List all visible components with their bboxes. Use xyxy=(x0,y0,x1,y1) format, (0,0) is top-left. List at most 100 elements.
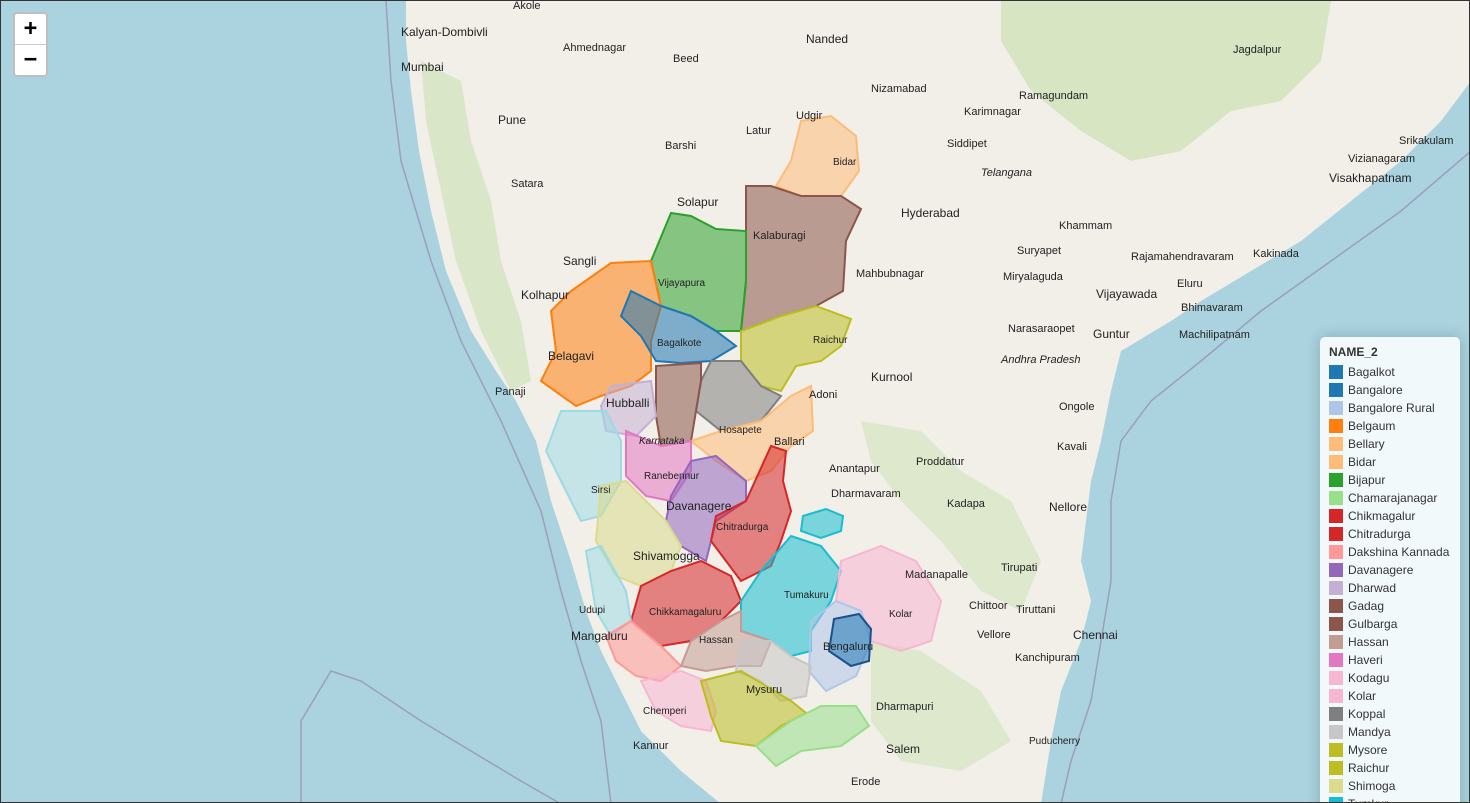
label-andhra: Andhra Pradesh xyxy=(1000,354,1081,366)
label-barshi: Barshi xyxy=(665,140,696,152)
legend-item: Hassan xyxy=(1329,633,1451,651)
legend-item: Bagalkot xyxy=(1329,363,1451,381)
forest-area xyxy=(861,421,1041,611)
legend-swatch xyxy=(1329,581,1343,595)
label-hyderabad: Hyderabad xyxy=(901,206,960,220)
legend-label: Koppal xyxy=(1348,707,1386,721)
legend-label: Dakshina Kannada xyxy=(1348,545,1450,559)
legend-item: Gadag xyxy=(1329,597,1451,615)
legend-swatch xyxy=(1329,761,1343,775)
map-labels: Akole Kalyan-Dombivli Mumbai Ahmednagar … xyxy=(401,1,1453,788)
legend-swatch xyxy=(1329,671,1343,685)
legend-swatch xyxy=(1329,617,1343,631)
label-vellore: Vellore xyxy=(977,629,1011,641)
legend-swatch xyxy=(1329,707,1343,721)
legend-swatch xyxy=(1329,383,1343,397)
district-chamarajanagar[interactable] xyxy=(754,705,871,768)
label-nellore: Nellore xyxy=(1049,500,1087,514)
zoom-control: + − xyxy=(13,12,48,77)
label-bhimavaram: Bhimavaram xyxy=(1181,302,1243,314)
label-kalaburagi: Kalaburagi xyxy=(753,230,806,242)
label-tumakuru: Tumakuru xyxy=(784,590,829,601)
legend-swatch xyxy=(1329,401,1343,415)
legend-swatch xyxy=(1329,725,1343,739)
legend-item: Bangalore xyxy=(1329,381,1451,399)
label-khammam: Khammam xyxy=(1059,220,1112,232)
label-eluru: Eluru xyxy=(1177,278,1203,290)
district-tumkur[interactable] xyxy=(740,534,843,658)
legend-label: Tumkur xyxy=(1348,797,1388,802)
label-udupi: Udupi xyxy=(579,605,605,616)
label-latur: Latur xyxy=(746,125,771,137)
legend-label: Bidar xyxy=(1348,455,1377,469)
label-nanded: Nanded xyxy=(806,32,848,46)
label-raichur: Raichur xyxy=(813,335,848,346)
label-pune: Pune xyxy=(498,113,526,127)
label-siddipet: Siddipet xyxy=(947,138,987,150)
legend-swatch xyxy=(1329,365,1343,379)
label-erode: Erode xyxy=(851,776,880,788)
label-udgir: Udgir xyxy=(796,110,823,122)
legend-label: Bellary xyxy=(1348,437,1385,451)
label-sangli: Sangli xyxy=(563,254,596,268)
label-ballari: Ballari xyxy=(774,436,805,448)
legend-item: Chitradurga xyxy=(1329,525,1451,543)
forest-area xyxy=(871,641,1011,771)
district-polygons xyxy=(539,114,943,768)
district-bangalore[interactable] xyxy=(827,612,873,668)
label-ahmednagar: Ahmednagar xyxy=(563,42,626,54)
legend-swatch xyxy=(1329,437,1343,451)
label-bengaluru: Bengaluru xyxy=(823,641,873,653)
legend-label: Chitradurga xyxy=(1348,527,1411,541)
legend-item: Raichur xyxy=(1329,759,1451,777)
legend-swatch xyxy=(1329,491,1343,505)
label-davanagere: Davanagere xyxy=(666,499,732,513)
label-tirupati: Tirupati xyxy=(1001,562,1037,574)
label-rajahmundry: Rajamahendravaram xyxy=(1131,251,1234,263)
legend-swatch xyxy=(1329,599,1343,613)
zoom-in-button[interactable]: + xyxy=(23,16,38,41)
legend-item: Tumkur xyxy=(1329,795,1451,802)
label-nizamabad: Nizamabad xyxy=(871,83,927,95)
legend-title: NAME_2 xyxy=(1329,345,1378,359)
label-kavali: Kavali xyxy=(1057,441,1087,453)
legend-label: Davanagere xyxy=(1348,563,1414,577)
label-karnataka: Karnataka xyxy=(639,436,685,447)
legend-item: Davanagere xyxy=(1329,561,1451,579)
label-belagavi: Belagavi xyxy=(548,349,594,363)
district-chitradurga[interactable] xyxy=(709,444,793,583)
label-vijayapura: Vijayapura xyxy=(658,278,706,289)
label-chennai: Chennai xyxy=(1073,628,1118,642)
label-vijayawada: Vijayawada xyxy=(1096,287,1157,301)
label-hassan: Hassan xyxy=(699,635,733,646)
legend-label: Bangalore Rural xyxy=(1348,401,1435,415)
label-ramagundam: Ramagundam xyxy=(1019,90,1088,102)
legend-swatch xyxy=(1329,743,1343,757)
legend-label: Bijapur xyxy=(1348,473,1386,487)
legend-swatch xyxy=(1329,635,1343,649)
legend-label: Dharwad xyxy=(1348,581,1397,595)
label-kannur: Kannur xyxy=(633,740,669,752)
label-salem: Salem xyxy=(886,742,920,756)
legend-item: Bellary xyxy=(1329,435,1451,453)
legend-label: Kodagu xyxy=(1348,671,1390,685)
legend-swatch xyxy=(1329,779,1343,793)
legend-item: Dharwad xyxy=(1329,579,1451,597)
label-mangaluru: Mangaluru xyxy=(571,629,628,643)
district-gadag[interactable] xyxy=(655,361,702,448)
label-ongole: Ongole xyxy=(1059,401,1094,413)
legend-swatch xyxy=(1329,653,1343,667)
legend-label: Raichur xyxy=(1348,761,1390,775)
label-satara: Satara xyxy=(511,178,544,190)
label-miryalaguda: Miryalaguda xyxy=(1003,271,1064,283)
legend-label: Mysore xyxy=(1348,743,1388,757)
label-tiruttani: Tiruttani xyxy=(1016,604,1055,616)
legend-label: Hassan xyxy=(1348,635,1389,649)
district-tumkur-pavagada[interactable] xyxy=(799,507,845,540)
label-machilipatnam: Machilipatnam xyxy=(1179,329,1250,341)
label-visakhapatnam: Visakhapatnam xyxy=(1329,171,1412,185)
zoom-out-button[interactable]: − xyxy=(15,44,46,75)
maritime-boundary xyxy=(1060,151,1469,802)
